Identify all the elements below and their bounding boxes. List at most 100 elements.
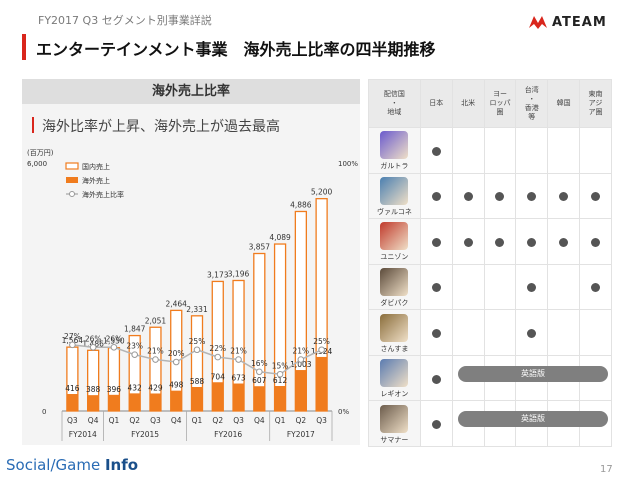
region-header-text: 韓国 bbox=[556, 99, 571, 107]
legion-icon bbox=[380, 359, 409, 388]
overseas-value-label: 612 bbox=[273, 376, 288, 385]
overseas-bar bbox=[253, 386, 265, 411]
ateam-mark-icon bbox=[529, 16, 547, 29]
availability-cell bbox=[579, 309, 612, 356]
overseas-bar bbox=[129, 393, 141, 411]
ratio-point bbox=[69, 341, 76, 349]
available-dot-icon bbox=[527, 237, 537, 247]
available-dot-icon bbox=[463, 192, 473, 202]
available-dot-icon bbox=[495, 237, 505, 247]
ratio-value-label: 15% bbox=[272, 361, 289, 370]
total-value-label: 3,857 bbox=[249, 243, 271, 252]
availability-cell bbox=[547, 127, 581, 174]
total-value-label: 1,847 bbox=[124, 325, 146, 334]
sansuma-icon bbox=[380, 313, 409, 342]
y-right-tick: 0% bbox=[338, 408, 349, 416]
availability-cell bbox=[483, 263, 517, 311]
subheading-mark bbox=[32, 117, 34, 133]
ratio-value-label: 25% bbox=[313, 337, 330, 346]
total-value-label: 5,200 bbox=[311, 188, 333, 197]
header-accent-bar bbox=[22, 34, 26, 60]
corner-header-text: ・ bbox=[390, 99, 398, 107]
fiscal-year-label: FY2015 bbox=[131, 430, 159, 439]
x-tick-label: Q3 bbox=[150, 416, 161, 425]
app-cell: ガルトラ bbox=[368, 127, 421, 174]
overseas-bar bbox=[295, 370, 307, 411]
region-header-text: ア圏 bbox=[588, 108, 603, 116]
domestic-bar bbox=[273, 243, 287, 412]
fiscal-year-label: FY2016 bbox=[214, 430, 242, 439]
available-dot-icon bbox=[431, 329, 441, 339]
y-left-tick: 6,000 bbox=[27, 160, 47, 168]
total-value-label: 4,089 bbox=[269, 233, 291, 242]
availability-cell bbox=[451, 218, 485, 265]
availability-cell bbox=[419, 400, 453, 447]
corner-header-text: 地域 bbox=[387, 108, 402, 116]
total-value-label: 1,564 bbox=[62, 336, 84, 345]
overseas-value-label: 416 bbox=[65, 384, 80, 393]
corner-header-text: 配信国 bbox=[383, 90, 405, 98]
region-header: ヨー ロッパ圏 bbox=[483, 79, 517, 128]
ratio-value-label: 21% bbox=[147, 347, 164, 356]
footer-brand: Social/Game Info bbox=[6, 456, 138, 474]
ratio-point bbox=[172, 358, 180, 366]
x-tick-label: Q2 bbox=[212, 416, 223, 425]
footer-brand-a: Social/Game bbox=[6, 456, 105, 474]
availability-cell bbox=[515, 172, 549, 220]
availability-cell bbox=[579, 172, 612, 220]
table-row: さんすま bbox=[368, 309, 612, 356]
y-unit-label: (百万円) bbox=[27, 149, 54, 157]
ratio-value-label: 16% bbox=[251, 359, 268, 368]
overseas-value-label: 396 bbox=[107, 385, 122, 394]
summoner-icon bbox=[380, 404, 409, 433]
availability-cell bbox=[451, 172, 485, 220]
overseas-bar bbox=[233, 383, 245, 411]
available-dot-icon bbox=[559, 192, 569, 202]
available-dot-icon bbox=[431, 420, 441, 430]
overseas-bar bbox=[212, 382, 224, 411]
overseas-bar bbox=[149, 393, 161, 411]
y-right-tick: 100% bbox=[338, 160, 358, 168]
total-value-label: 2,051 bbox=[145, 316, 167, 325]
panel-subheading: 海外比率が上昇、海外売上が過去最高 bbox=[42, 119, 280, 135]
availability-cell bbox=[419, 263, 453, 311]
availability-cell bbox=[483, 172, 517, 220]
region-header-text: 圏 bbox=[496, 108, 504, 116]
available-dot-icon bbox=[431, 192, 441, 202]
available-dot-icon bbox=[591, 192, 601, 202]
availability-cell bbox=[547, 309, 581, 356]
overseas-value-label: 388 bbox=[86, 385, 101, 394]
app-cell: サマナー bbox=[368, 400, 421, 447]
app-name: サマナー bbox=[380, 435, 409, 444]
ratio-value-label: 20% bbox=[168, 349, 185, 358]
distribution-table-panel: 配信国・地域 日本 北米 ヨー ロッパ圏台湾・香港等韓国 東南 アジ ア圏 ガルトラ ヴァルコネユ… bbox=[368, 79, 612, 447]
available-dot-icon bbox=[527, 283, 537, 293]
app-name: さんすま bbox=[380, 344, 409, 353]
region-header: 北米 bbox=[451, 79, 485, 128]
overseas-bar bbox=[170, 390, 182, 411]
total-value-label: 3,196 bbox=[228, 269, 250, 278]
x-tick-label: Q3 bbox=[316, 416, 327, 425]
x-tick-label: Q3 bbox=[67, 416, 78, 425]
overseas-value-label: 588 bbox=[190, 377, 205, 386]
availability-cell bbox=[579, 127, 612, 174]
x-tick-label: Q2 bbox=[296, 416, 307, 425]
region-header-text: 北米 bbox=[461, 99, 476, 107]
ratio-point bbox=[297, 356, 305, 363]
x-tick-label: Q1 bbox=[192, 416, 203, 425]
legend-overseas-swatch bbox=[66, 177, 78, 183]
region-header-text: ロッパ bbox=[489, 99, 511, 107]
overseas-value-label: 704 bbox=[211, 372, 226, 381]
availability-cell bbox=[419, 172, 453, 220]
app-name: ガルトラ bbox=[380, 162, 409, 171]
ratio-point bbox=[131, 351, 138, 358]
overseas-bar bbox=[191, 386, 203, 411]
x-tick-label: Q4 bbox=[171, 416, 182, 425]
ratio-point bbox=[152, 356, 159, 363]
availability-cell bbox=[547, 172, 581, 220]
ratio-value-label: 26% bbox=[106, 334, 123, 343]
table-row: ガルトラ bbox=[368, 127, 612, 174]
ratio-value-label: 23% bbox=[126, 342, 143, 351]
overseas-value-label: 498 bbox=[169, 381, 184, 390]
available-dot-icon bbox=[591, 283, 601, 293]
